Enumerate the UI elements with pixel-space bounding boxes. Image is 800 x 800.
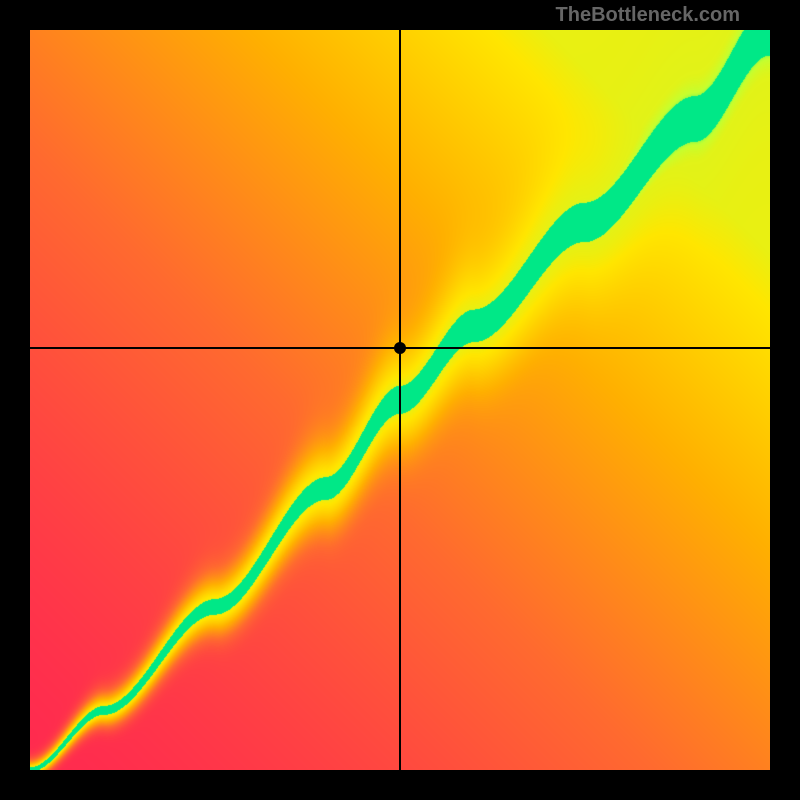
crosshair-vertical	[399, 30, 401, 770]
crosshair-marker[interactable]	[394, 342, 406, 354]
heatmap-plot	[30, 30, 770, 770]
watermark-text: TheBottleneck.com	[556, 4, 740, 27]
